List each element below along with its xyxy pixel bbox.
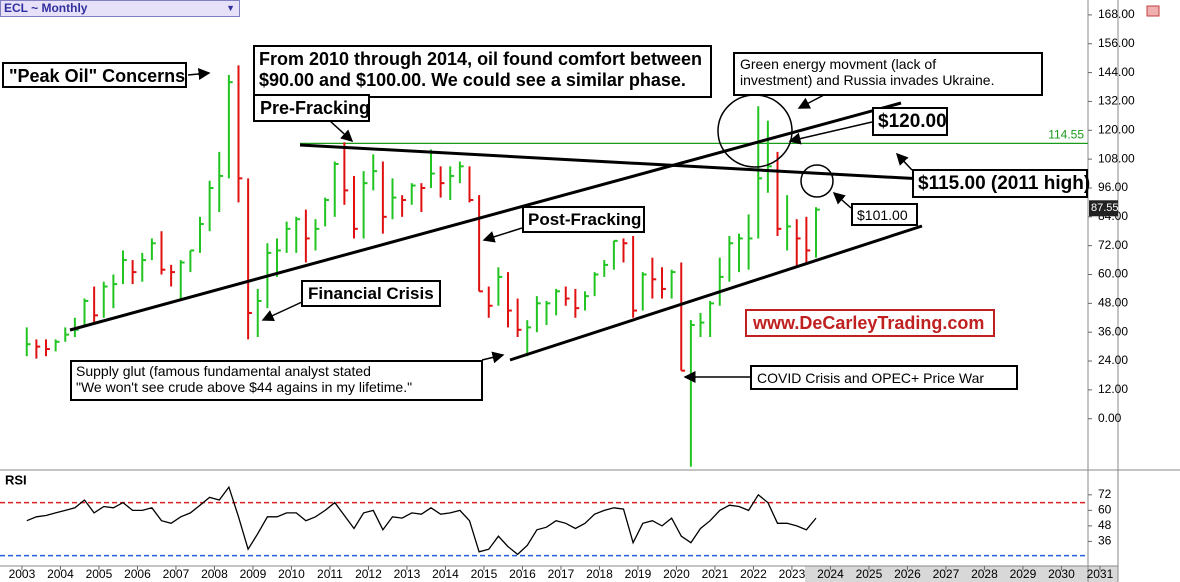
annotation: "Peak Oil" Concerns (2, 62, 187, 88)
arrow (261, 301, 303, 322)
x-tick-label: 2008 (201, 567, 228, 581)
annotation-line: "We won't see crude above $44 agains in … (76, 379, 413, 396)
y-tick-label: 36.00 (1098, 324, 1128, 338)
rsi-tick-label: 60 (1098, 503, 1112, 517)
annotation: $101.00 (851, 203, 918, 226)
x-tick-label: 2027 (933, 567, 960, 581)
arrow (187, 68, 211, 80)
y-tick-label: 60.00 (1098, 267, 1128, 281)
x-tick-label: 2009 (240, 567, 267, 581)
y-tick-label: 144.00 (1098, 65, 1135, 79)
y-tick-label: 96.00 (1098, 180, 1128, 194)
y-tick-label: 12.00 (1098, 382, 1128, 396)
annotation: COVID Crisis and OPEC+ Price War (750, 365, 1018, 390)
x-tick-label: 2020 (663, 567, 690, 581)
x-tick-label: 2017 (548, 567, 575, 581)
x-tick-label: 2004 (47, 567, 74, 581)
x-tick-label: 2005 (86, 567, 113, 581)
x-tick-label: 2006 (124, 567, 151, 581)
x-tick-label: 2007 (163, 567, 190, 581)
arrow (482, 227, 523, 243)
x-tick-label: 2016 (509, 567, 536, 581)
annotation: $120.00 (872, 107, 948, 136)
annotation-line: investment) and Russia invades Ukraine. (740, 72, 995, 89)
symbol-selector[interactable]: ECL ~ Monthly ▼ (0, 0, 240, 17)
x-tick-label: 2018 (586, 567, 613, 581)
y-tick-label: 108.00 (1098, 151, 1135, 165)
y-tick-label: 156.00 (1098, 36, 1135, 50)
x-tick-label: 2003 (9, 567, 36, 581)
x-tick-label: 2031 (1087, 567, 1114, 581)
x-tick-label: 2021 (702, 567, 729, 581)
annotation: $115.00 (2011 high) (912, 169, 1090, 198)
icon (1146, 5, 1160, 17)
dropdown-icon: ▼ (226, 3, 235, 13)
plot-layer: 0.0012.0024.0036.0048.0060.0072.0084.009… (0, 7, 1135, 581)
arrows (187, 68, 913, 383)
x-tick-label: 2010 (278, 567, 305, 581)
x-tick-label: 2029 (1010, 567, 1037, 581)
x-tick-label: 2030 (1048, 567, 1075, 581)
annotation: From 2010 through 2014, oil found comfor… (253, 45, 712, 98)
annotation: Pre-Fracking (253, 94, 370, 122)
arrow (895, 152, 913, 171)
x-tick-label: 2023 (779, 567, 806, 581)
watermark: www.DeCarleyTrading.com (745, 309, 995, 337)
x-tick-label: 2024 (817, 567, 844, 581)
rsi-tick-label: 48 (1098, 518, 1112, 532)
y-tick-label: 72.00 (1098, 238, 1128, 252)
annotation-line: Supply glut (famous fundamental analyst … (76, 363, 371, 379)
x-tick-label: 2019 (625, 567, 652, 581)
trendline (509, 224, 923, 362)
y-tick-label: 120.00 (1098, 122, 1135, 136)
annotation-line: From 2010 through 2014, oil found comfor… (259, 49, 703, 69)
y-tick-label: 0.00 (1098, 411, 1122, 425)
x-tick-label: 2028 (971, 567, 998, 581)
annotation: Post-Fracking (522, 206, 645, 233)
x-tick-label: 2025 (856, 567, 883, 581)
annotation: Supply glut (famous fundamental analyst … (70, 360, 483, 401)
arrow (832, 192, 852, 209)
y-tick-label: 168.00 (1098, 7, 1135, 21)
arrow (788, 121, 873, 145)
annotation: Green energy movment (lack of investment)… (733, 52, 1043, 96)
future-shade (805, 566, 1118, 582)
trendline (69, 101, 902, 332)
x-tick-label: 2015 (471, 567, 498, 581)
y-tick-label: 132.00 (1098, 94, 1135, 108)
panel-title: RSI (5, 472, 27, 487)
circle (800, 164, 834, 198)
rsi-tick-label: 36 (1098, 534, 1112, 548)
x-tick-label: 2012 (355, 567, 382, 581)
annotation-line: Green energy movment (lack of (740, 56, 937, 72)
rsi-tick-label: 72 (1098, 487, 1112, 501)
rsi-line (26, 485, 817, 556)
arrow (329, 120, 354, 143)
y-tick-label: 48.00 (1098, 296, 1128, 310)
x-tick-label: 2011 (317, 567, 343, 581)
arrow (481, 351, 505, 364)
x-tick-label: 2013 (394, 567, 421, 581)
last-price-box (1089, 200, 1118, 217)
x-tick-label: 2022 (740, 567, 767, 581)
level-label: 114.55 (1048, 128, 1084, 142)
annotation-line: $90.00 and $100.00. We could see a simil… (259, 69, 686, 90)
x-tick-label: 2026 (894, 567, 921, 581)
y-tick-label: 24.00 (1098, 353, 1128, 367)
x-tick-label: 2014 (432, 567, 459, 581)
last-price-label: 87.55 (1091, 202, 1119, 214)
annotation: Financial Crisis (301, 280, 441, 307)
chart-title: ECL ~ Monthly (4, 1, 88, 15)
